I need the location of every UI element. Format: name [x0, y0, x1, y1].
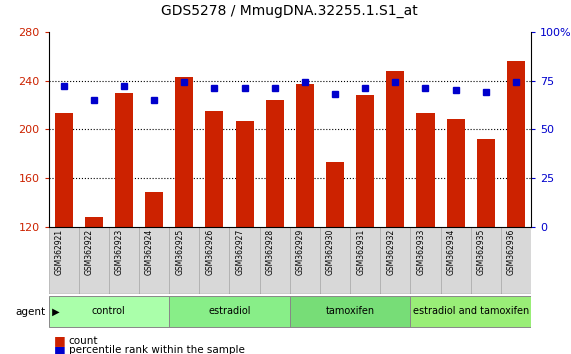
Text: GSM362932: GSM362932 — [387, 229, 395, 275]
Text: ▶: ▶ — [49, 307, 59, 316]
Bar — [477, 139, 495, 227]
Text: tamoxifen: tamoxifen — [325, 306, 375, 316]
Text: GSM362925: GSM362925 — [175, 229, 184, 275]
Bar — [169, 296, 289, 327]
Bar — [501, 227, 531, 294]
Bar — [85, 217, 103, 227]
Bar — [206, 111, 223, 227]
Text: ■: ■ — [54, 344, 66, 354]
Bar — [235, 121, 254, 227]
Text: percentile rank within the sample: percentile rank within the sample — [69, 346, 244, 354]
Text: GSM362927: GSM362927 — [236, 229, 244, 275]
Bar — [55, 113, 73, 227]
Bar — [386, 71, 404, 227]
Bar — [356, 95, 374, 227]
Bar — [199, 227, 230, 294]
Bar — [416, 113, 435, 227]
Bar — [296, 84, 314, 227]
Text: GSM362923: GSM362923 — [115, 229, 124, 275]
Text: GSM362929: GSM362929 — [296, 229, 305, 275]
Bar — [471, 227, 501, 294]
Bar — [411, 227, 441, 294]
Bar — [175, 77, 193, 227]
Bar — [169, 227, 199, 294]
Bar — [326, 162, 344, 227]
Bar — [350, 227, 380, 294]
Bar — [507, 61, 525, 227]
Text: GSM362930: GSM362930 — [326, 229, 335, 275]
Bar — [289, 296, 411, 327]
Text: estradiol and tamoxifen: estradiol and tamoxifen — [413, 306, 529, 316]
Bar — [139, 227, 169, 294]
Bar — [320, 227, 350, 294]
Text: GSM362936: GSM362936 — [507, 229, 516, 275]
Text: GSM362931: GSM362931 — [356, 229, 365, 275]
Bar — [411, 296, 531, 327]
Text: control: control — [92, 306, 126, 316]
Text: estradiol: estradiol — [208, 306, 251, 316]
Bar — [79, 227, 109, 294]
Text: GSM362922: GSM362922 — [85, 229, 94, 275]
Text: GSM362928: GSM362928 — [266, 229, 275, 275]
Bar — [49, 227, 79, 294]
Bar — [109, 227, 139, 294]
Bar — [145, 193, 163, 227]
Bar — [260, 227, 289, 294]
Text: GSM362921: GSM362921 — [55, 229, 63, 275]
Bar — [447, 120, 465, 227]
Bar — [380, 227, 411, 294]
Bar — [49, 296, 169, 327]
Bar — [441, 227, 471, 294]
Text: GSM362926: GSM362926 — [206, 229, 214, 275]
Text: count: count — [69, 336, 98, 346]
Bar — [115, 93, 133, 227]
Text: GSM362924: GSM362924 — [145, 229, 154, 275]
Bar — [230, 227, 260, 294]
Text: GDS5278 / MmugDNA.32255.1.S1_at: GDS5278 / MmugDNA.32255.1.S1_at — [162, 4, 418, 18]
Text: agent: agent — [15, 307, 46, 316]
Bar — [266, 100, 284, 227]
Text: ■: ■ — [54, 334, 66, 347]
Text: GSM362935: GSM362935 — [477, 229, 486, 275]
Text: GSM362934: GSM362934 — [447, 229, 456, 275]
Bar — [289, 227, 320, 294]
Text: GSM362933: GSM362933 — [416, 229, 425, 275]
